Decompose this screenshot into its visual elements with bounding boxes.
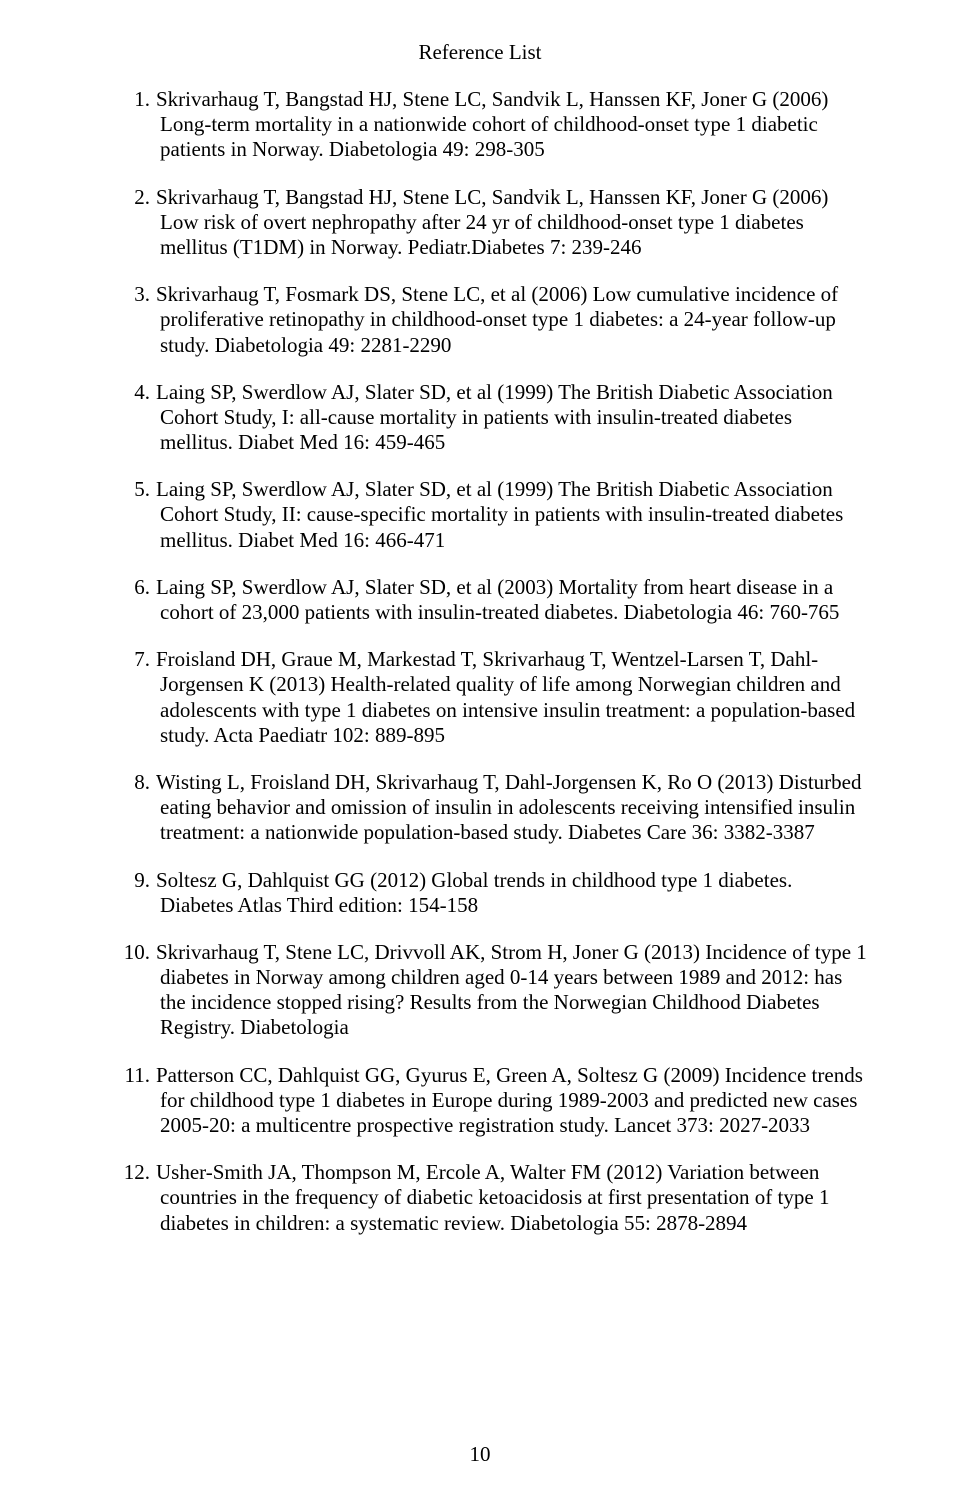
reference-number: 5. xyxy=(120,477,150,502)
reference-number: 1. xyxy=(120,87,150,112)
reference-item: 9.Soltesz G, Dahlquist GG (2012) Global … xyxy=(90,868,870,918)
reference-number: 11. xyxy=(120,1063,150,1088)
reference-number: 9. xyxy=(120,868,150,893)
reference-item: 6.Laing SP, Swerdlow AJ, Slater SD, et a… xyxy=(90,575,870,625)
reference-item: 3.Skrivarhaug T, Fosmark DS, Stene LC, e… xyxy=(90,282,870,358)
reference-text: Laing SP, Swerdlow AJ, Slater SD, et al … xyxy=(156,477,843,551)
reference-text: Wisting L, Froisland DH, Skrivarhaug T, … xyxy=(156,770,862,844)
page: Reference List 1.Skrivarhaug T, Bangstad… xyxy=(0,0,960,1497)
reference-text: Soltesz G, Dahlquist GG (2012) Global tr… xyxy=(156,868,792,917)
reference-text: Laing SP, Swerdlow AJ, Slater SD, et al … xyxy=(156,380,833,454)
reference-item: 5.Laing SP, Swerdlow AJ, Slater SD, et a… xyxy=(90,477,870,553)
reference-item: 10.Skrivarhaug T, Stene LC, Drivvoll AK,… xyxy=(90,940,870,1041)
reference-text: Laing SP, Swerdlow AJ, Slater SD, et al … xyxy=(156,575,839,624)
reference-number: 8. xyxy=(120,770,150,795)
reference-number: 2. xyxy=(120,185,150,210)
reference-number: 3. xyxy=(120,282,150,307)
reference-text: Froisland DH, Graue M, Markestad T, Skri… xyxy=(156,647,855,747)
reference-text: Usher-Smith JA, Thompson M, Ercole A, Wa… xyxy=(156,1160,829,1234)
page-number: 10 xyxy=(0,1442,960,1467)
reference-item: 2.Skrivarhaug T, Bangstad HJ, Stene LC, … xyxy=(90,185,870,261)
reference-item: 4.Laing SP, Swerdlow AJ, Slater SD, et a… xyxy=(90,380,870,456)
reference-item: 1.Skrivarhaug T, Bangstad HJ, Stene LC, … xyxy=(90,87,870,163)
reference-item: 12.Usher-Smith JA, Thompson M, Ercole A,… xyxy=(90,1160,870,1236)
reference-text: Skrivarhaug T, Fosmark DS, Stene LC, et … xyxy=(156,282,838,356)
reference-number: 6. xyxy=(120,575,150,600)
page-title: Reference List xyxy=(90,40,870,65)
reference-number: 10. xyxy=(120,940,150,965)
reference-number: 4. xyxy=(120,380,150,405)
reference-text: Skrivarhaug T, Bangstad HJ, Stene LC, Sa… xyxy=(156,87,828,161)
reference-item: 7.Froisland DH, Graue M, Markestad T, Sk… xyxy=(90,647,870,748)
reference-list: 1.Skrivarhaug T, Bangstad HJ, Stene LC, … xyxy=(90,87,870,1236)
reference-number: 12. xyxy=(120,1160,150,1185)
reference-number: 7. xyxy=(120,647,150,672)
reference-text: Patterson CC, Dahlquist GG, Gyurus E, Gr… xyxy=(156,1063,863,1137)
reference-text: Skrivarhaug T, Stene LC, Drivvoll AK, St… xyxy=(156,940,867,1040)
reference-item: 8.Wisting L, Froisland DH, Skrivarhaug T… xyxy=(90,770,870,846)
reference-item: 11.Patterson CC, Dahlquist GG, Gyurus E,… xyxy=(90,1063,870,1139)
reference-text: Skrivarhaug T, Bangstad HJ, Stene LC, Sa… xyxy=(156,185,828,259)
